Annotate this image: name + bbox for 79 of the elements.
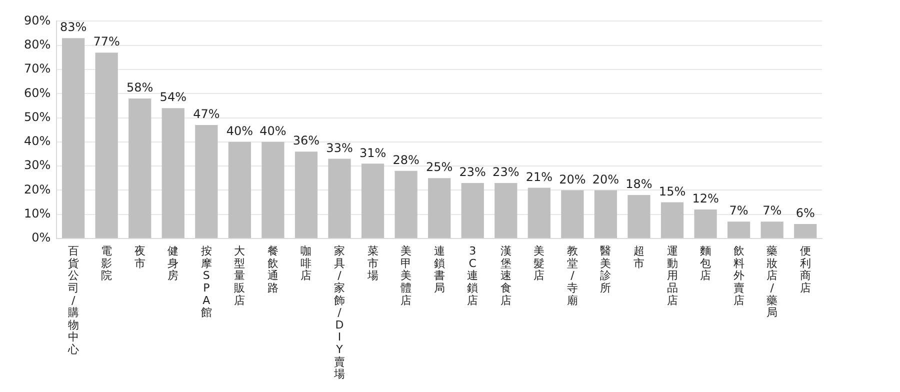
data-label: 58% <box>126 80 154 95</box>
bar <box>794 224 817 238</box>
data-label: 31% <box>359 146 386 160</box>
category-label: 百貨公司 / 購物中心 <box>68 244 79 356</box>
bar <box>694 210 717 238</box>
x-tick-label: 超市 <box>633 244 644 270</box>
x-tick-label: 便利商店 <box>800 244 811 294</box>
x-tick-label: 夜市 <box>134 244 146 270</box>
data-label: 21% <box>526 170 552 184</box>
x-tick-label: 運動用品店 <box>666 244 678 307</box>
bar <box>594 190 618 238</box>
data-label: 54% <box>160 90 186 104</box>
bar <box>494 182 518 238</box>
bar <box>62 38 85 238</box>
y-tick-label: 50% <box>24 110 51 124</box>
data-label: 18% <box>626 177 652 192</box>
bar <box>760 222 784 238</box>
data-label: 47% <box>193 107 220 122</box>
data-label: 23% <box>492 165 520 180</box>
x-tick-label: 3C連鎖店 <box>467 244 478 307</box>
x-tick-label: 菜市場 <box>366 244 378 282</box>
x-tick-label: 飲料外賣店 <box>733 244 744 307</box>
bar <box>361 164 384 238</box>
data-label: 33% <box>326 140 353 155</box>
data-label: 23% <box>459 165 486 180</box>
bar <box>294 152 318 238</box>
data-label: 28% <box>392 153 420 168</box>
x-tick-label: 電影院 <box>101 244 112 282</box>
x-tick-label: 咖啡店 <box>300 244 312 282</box>
bar <box>162 108 184 238</box>
x-tick-label: 美甲美體店 <box>400 244 412 307</box>
bar <box>528 188 550 238</box>
bar <box>394 170 418 238</box>
bar <box>128 98 152 238</box>
y-tick-label: 40% <box>24 134 51 148</box>
bar <box>628 195 650 238</box>
data-label: 40% <box>226 124 254 138</box>
data-label: 20% <box>592 172 620 186</box>
x-tick-label: 健身房 <box>168 244 179 282</box>
data-label: 7% <box>762 204 782 218</box>
bar <box>728 222 750 238</box>
data-label: 15% <box>658 184 686 198</box>
data-label: 83% <box>60 20 87 34</box>
data-label: 36% <box>292 134 320 148</box>
y-tick-label: 80% <box>24 37 51 52</box>
x-tick-label: 大型量販店 <box>234 244 246 307</box>
bar <box>428 178 451 238</box>
bar <box>228 142 251 238</box>
bar <box>328 158 351 238</box>
x-tick-label: 美髮店 <box>534 244 545 282</box>
data-label: 77% <box>93 34 120 49</box>
x-tick-label: 漢堡速食店 <box>500 244 512 307</box>
data-label: 7% <box>729 204 748 218</box>
x-tick-label: 醫美診所 <box>600 244 612 294</box>
bar <box>660 202 684 238</box>
category-label: 家具/家飾/DIY賣場 <box>334 244 346 381</box>
y-tick-label: 60% <box>24 86 51 100</box>
x-tick-label: 餐飲通路 <box>267 244 278 294</box>
bar <box>195 125 218 238</box>
bar <box>95 52 118 238</box>
bar <box>561 190 584 238</box>
data-label: 6% <box>796 206 815 220</box>
bar <box>461 182 484 238</box>
data-label: 20% <box>559 172 586 186</box>
data-label: 40% <box>260 124 286 138</box>
y-tick-label: 30% <box>24 158 51 172</box>
y-tick-label: 70% <box>24 62 51 76</box>
x-tick-label: 藥妝店/藥局 <box>766 244 778 320</box>
bar <box>262 142 284 238</box>
y-tick-label: 0% <box>32 230 51 245</box>
x-tick-label: 連鎖書局 <box>434 244 445 294</box>
x-tick-label: 按摩SPA館 <box>200 244 212 320</box>
data-label: 12% <box>692 192 719 206</box>
data-label: 25% <box>426 160 453 174</box>
x-tick-label: 教堂/寺廟 <box>566 244 578 307</box>
y-tick-label: 90% <box>24 13 51 28</box>
x-tick-label: 麵包店 <box>700 244 712 282</box>
y-tick-label: 20% <box>24 182 51 196</box>
y-tick-label: 10% <box>24 206 51 220</box>
